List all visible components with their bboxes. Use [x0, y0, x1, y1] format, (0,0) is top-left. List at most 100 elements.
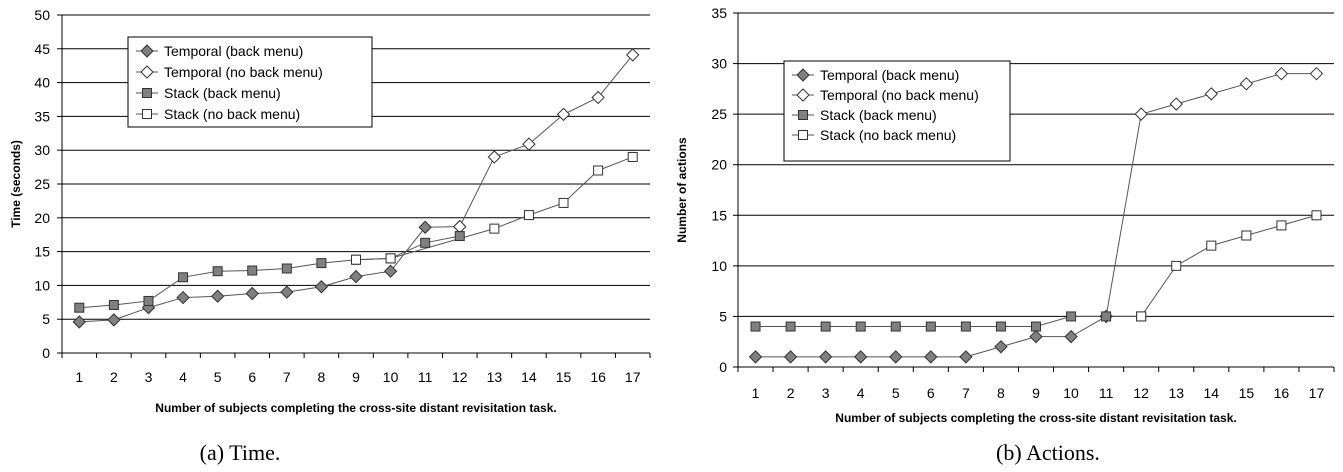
- x-tick-label: 4: [857, 385, 865, 401]
- x-tick-label: 5: [214, 369, 222, 385]
- y-tick-label: 45: [34, 41, 50, 57]
- y-tick-label: 5: [42, 311, 50, 327]
- data-point: [960, 321, 971, 332]
- data-point: [74, 302, 85, 313]
- data-point: [385, 253, 396, 264]
- data-point: [556, 107, 571, 122]
- data-point: [72, 315, 87, 329]
- legend-label: Temporal (no back menu): [164, 64, 323, 80]
- legend-box: [127, 36, 373, 128]
- data-point: [178, 272, 189, 283]
- y-tick-label: 35: [711, 5, 727, 21]
- legend: Temporal (back menu) Temporal (no back me…: [783, 60, 1011, 162]
- x-tick-label: 13: [487, 369, 503, 385]
- data-point: [247, 265, 258, 276]
- y-tick-label: 50: [34, 7, 50, 23]
- legend-label: Stack (no back menu): [820, 127, 956, 143]
- data-point: [420, 237, 431, 248]
- data-point: [314, 280, 329, 294]
- data-point: [176, 290, 190, 305]
- data-point: [1309, 66, 1324, 81]
- x-tick-label: 13: [1168, 385, 1184, 401]
- data-point: [591, 90, 605, 105]
- data-point: [1136, 311, 1147, 322]
- data-point: [1134, 107, 1148, 121]
- legend-marker: [798, 110, 808, 120]
- x-tick-label: 1: [752, 385, 760, 401]
- data-point: [890, 321, 901, 332]
- figure-caption: (a) Time.: [200, 440, 281, 465]
- y-tick-label: 0: [719, 359, 727, 375]
- data-point: [1031, 321, 1041, 332]
- data-point: [855, 321, 866, 332]
- data-point: [108, 300, 119, 311]
- data-point: [924, 350, 938, 364]
- legend-marker: [142, 88, 152, 98]
- legend-box: [783, 60, 1011, 162]
- legend-marker: [796, 88, 810, 102]
- data-point: [1274, 66, 1289, 81]
- data-point: [627, 151, 638, 162]
- data-point: [959, 350, 973, 364]
- data-point: [245, 286, 259, 301]
- x-tick-label: 3: [822, 385, 830, 401]
- legend-marker: [140, 44, 154, 58]
- x-tick-label: 9: [352, 369, 360, 385]
- data-point: [280, 285, 294, 299]
- y-tick-label: 10: [34, 277, 50, 293]
- x-tick-label: 10: [383, 369, 399, 385]
- y-tick-label: 30: [711, 56, 727, 72]
- legend-label: Temporal (back menu): [820, 67, 959, 83]
- x-axis-title: Number of subjects completing the cross-…: [835, 411, 1236, 425]
- legend-label: Stack (back menu): [164, 85, 281, 101]
- data-point: [212, 266, 223, 277]
- legend-label: Stack (no back menu): [164, 106, 300, 122]
- data-point: [625, 48, 640, 62]
- legend-marker: [798, 130, 808, 140]
- y-axis-title: Number of actions: [675, 137, 689, 243]
- data-point: [889, 350, 903, 364]
- x-tick-label: 16: [1274, 385, 1290, 401]
- data-point: [558, 197, 569, 208]
- legend: Temporal (back menu) Temporal (no back me…: [127, 36, 373, 128]
- data-point: [1206, 240, 1217, 251]
- data-point: [1066, 311, 1077, 322]
- series-line: [79, 235, 460, 309]
- data-point: [383, 264, 398, 278]
- data-point: [1276, 220, 1287, 231]
- x-tick-label: 7: [283, 369, 291, 385]
- data-point: [107, 313, 121, 327]
- series-line: [79, 226, 460, 323]
- x-tick-label: 11: [1099, 385, 1114, 401]
- x-tick-label: 8: [318, 369, 326, 385]
- y-axis-title: Time (seconds): [9, 140, 23, 228]
- data-point: [1169, 97, 1183, 111]
- y-tick-label: 5: [719, 308, 727, 324]
- data-point: [853, 350, 868, 364]
- x-tick-label: 14: [521, 369, 537, 385]
- series-line: [755, 315, 1142, 328]
- series-line: [1105, 73, 1317, 317]
- data-point: [820, 321, 831, 332]
- data-point: [593, 165, 604, 176]
- legend-marker: [140, 65, 154, 79]
- data-point: [783, 350, 798, 364]
- data-point: [143, 295, 154, 306]
- y-tick-label: 30: [34, 142, 50, 158]
- y-tick-label: 25: [34, 176, 50, 192]
- x-tick-label: 2: [787, 385, 795, 401]
- x-tick-label: 6: [248, 369, 256, 385]
- x-tick-label: 4: [179, 369, 187, 385]
- x-tick-label: 10: [1063, 385, 1079, 401]
- data-point: [748, 350, 763, 364]
- y-tick-label: 15: [711, 207, 727, 223]
- y-tick-label: 20: [711, 157, 727, 173]
- data-point: [281, 263, 292, 274]
- data-point: [1171, 260, 1182, 271]
- data-point: [489, 223, 500, 234]
- data-point: [522, 137, 536, 151]
- data-point: [349, 269, 363, 284]
